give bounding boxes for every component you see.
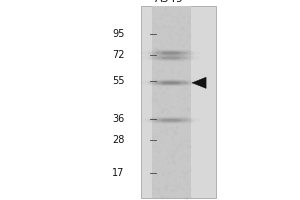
Text: 28: 28 (112, 135, 124, 145)
Text: 95: 95 (112, 29, 124, 39)
Ellipse shape (161, 57, 181, 59)
Text: 55: 55 (112, 76, 124, 86)
Text: 72: 72 (112, 50, 124, 60)
Ellipse shape (154, 56, 188, 60)
Bar (152, 6, 190, 198)
Ellipse shape (161, 52, 181, 54)
Bar (141, 6, 216, 198)
Ellipse shape (148, 80, 194, 86)
Ellipse shape (148, 117, 194, 123)
Ellipse shape (161, 81, 181, 84)
Ellipse shape (154, 81, 188, 85)
Text: A549: A549 (155, 0, 184, 4)
Text: 36: 36 (112, 114, 124, 124)
Text: 17: 17 (112, 168, 124, 178)
Polygon shape (192, 77, 206, 88)
Ellipse shape (148, 55, 194, 61)
Ellipse shape (154, 118, 188, 122)
Ellipse shape (161, 119, 181, 122)
Ellipse shape (154, 51, 188, 55)
Ellipse shape (148, 50, 194, 56)
